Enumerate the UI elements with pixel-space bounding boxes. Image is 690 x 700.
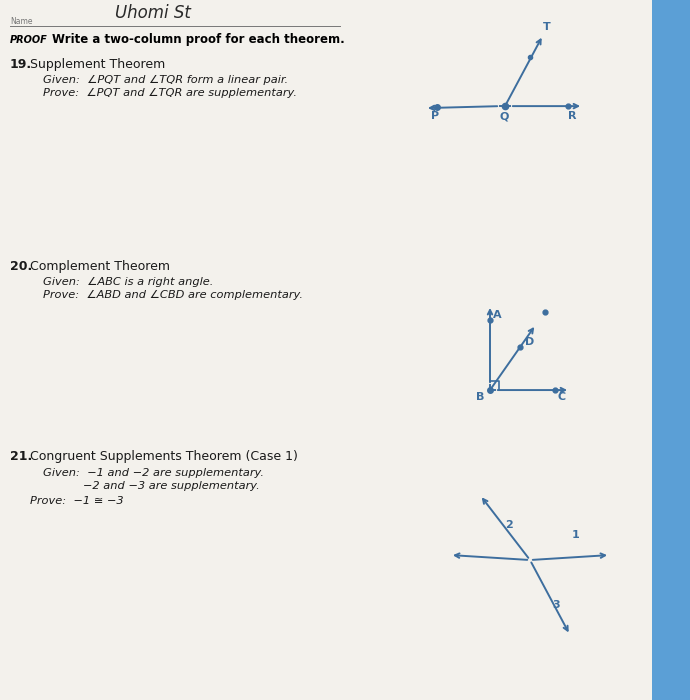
Text: Given:  ∠ABC is a right angle.: Given: ∠ABC is a right angle.: [43, 277, 213, 287]
Text: Uhomi St: Uhomi St: [115, 4, 191, 22]
Text: C: C: [558, 392, 566, 402]
Text: R: R: [568, 111, 577, 121]
Text: Supplement Theorem: Supplement Theorem: [30, 58, 165, 71]
Text: B: B: [476, 392, 484, 402]
Text: Prove:  ∠ABD and ∠CBD are complementary.: Prove: ∠ABD and ∠CBD are complementary.: [43, 290, 303, 300]
Text: A: A: [493, 310, 502, 320]
FancyBboxPatch shape: [0, 0, 652, 700]
Text: Q: Q: [500, 111, 509, 121]
Text: D: D: [525, 337, 534, 347]
Text: PROOF: PROOF: [10, 35, 48, 45]
Text: 3: 3: [552, 600, 560, 610]
Text: Prove:  ∠PQT and ∠TQR are supplementary.: Prove: ∠PQT and ∠TQR are supplementary.: [43, 88, 297, 98]
Text: Complement Theorem: Complement Theorem: [30, 260, 170, 273]
Text: P: P: [431, 111, 439, 121]
FancyBboxPatch shape: [652, 0, 690, 700]
Text: 19.: 19.: [10, 58, 32, 71]
Text: −2 and −3 are supplementary.: −2 and −3 are supplementary.: [43, 481, 259, 491]
Text: T: T: [543, 22, 551, 32]
Text: Write a two-column proof for each theorem.: Write a two-column proof for each theore…: [52, 33, 345, 46]
FancyBboxPatch shape: [0, 0, 652, 700]
Text: 2: 2: [505, 520, 513, 530]
Text: Given:  −1 and −2 are supplementary.: Given: −1 and −2 are supplementary.: [43, 468, 264, 478]
Text: Congruent Supplements Theorem (Case 1): Congruent Supplements Theorem (Case 1): [30, 450, 298, 463]
Text: 20.: 20.: [10, 260, 32, 273]
Text: Prove:  −1 ≅ −3: Prove: −1 ≅ −3: [30, 496, 124, 506]
Text: Name: Name: [10, 17, 32, 26]
Text: 21.: 21.: [10, 450, 32, 463]
Text: Given:  ∠PQT and ∠TQR form a linear pair.: Given: ∠PQT and ∠TQR form a linear pair.: [43, 75, 288, 85]
Text: 1: 1: [572, 530, 580, 540]
